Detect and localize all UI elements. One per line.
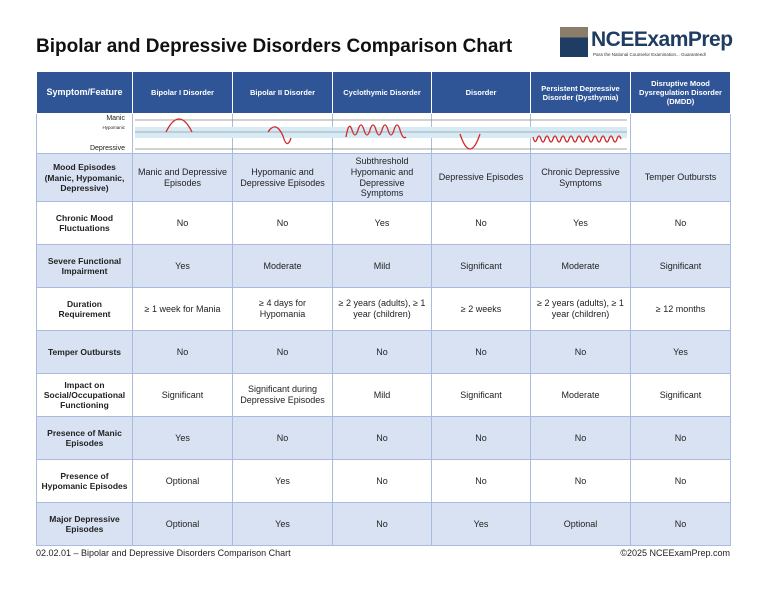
value-cell: ≥ 2 years (adults), ≥ 1 year (children) <box>530 287 631 332</box>
column-header: Disorder <box>431 71 531 114</box>
value-cell: No <box>332 416 432 461</box>
value-cell: Optional <box>132 459 233 504</box>
value-cell: No <box>630 416 731 461</box>
value-cell: No <box>232 416 333 461</box>
value-cell: No <box>530 416 631 461</box>
column-header: Symptom/Feature <box>36 71 133 114</box>
depressive-label: Depressive <box>90 145 125 152</box>
value-cell: Yes <box>530 201 631 246</box>
value-cell: Yes <box>332 201 432 246</box>
column-header: Disruptive Mood Dysregulation Disorder (… <box>630 71 731 114</box>
value-cell: ≥ 2 weeks <box>431 287 531 332</box>
value-cell: Significant <box>630 244 731 289</box>
value-cell: Manic and Depressive Episodes <box>132 152 233 203</box>
value-cell: Significant <box>431 373 531 418</box>
manic-label: Manic <box>106 115 125 122</box>
value-cell: ≥ 4 days for Hypomania <box>232 287 333 332</box>
value-cell: No <box>630 459 731 504</box>
logo-name: NCEExamPrep <box>591 28 733 51</box>
value-cell: Significant during Depressive Episodes <box>232 373 333 418</box>
footer-copyright: ©2025 NCEExamPrep.com <box>620 548 730 558</box>
value-cell: ≥ 2 years (adults), ≥ 1 year (children) <box>332 287 432 332</box>
column-header: Cyclothymic Disorder <box>332 71 432 114</box>
value-cell: Yes <box>132 416 233 461</box>
bipolar2-wave <box>267 126 292 145</box>
page-title: Bipolar and Depressive Disorders Compari… <box>36 36 513 57</box>
footer-title: 02.02.01 – Bipolar and Depressive Disord… <box>36 548 291 558</box>
table-row: Presence of Manic Episodes Yes No No No No No <box>36 416 731 461</box>
value-cell: No <box>530 459 631 504</box>
feature-cell: Chronic Mood Fluctuations <box>36 201 133 246</box>
feature-cell: Presence of Manic Episodes <box>36 416 133 461</box>
feature-cell: Duration Requirement <box>36 287 133 332</box>
dysthymia-wave <box>532 135 622 143</box>
value-cell: Yes <box>232 459 333 504</box>
value-cell: No <box>630 201 731 246</box>
value-cell: Optional <box>530 502 631 547</box>
table-row: Severe Functional Impairment Yes Moderate M… <box>36 244 731 289</box>
column-header: Bipolar II Disorder <box>232 71 333 114</box>
value-cell: Significant <box>630 373 731 418</box>
value-cell: Optional <box>132 502 233 547</box>
table-row: Impact on Social/Occupational Functionin… <box>36 373 731 418</box>
value-cell: Hypomanic and Depressive Episodes <box>232 152 333 203</box>
value-cell: No <box>530 330 631 375</box>
value-cell: No <box>332 330 432 375</box>
value-cell: Mild <box>332 244 432 289</box>
value-cell: Depressive Episodes <box>431 152 531 203</box>
value-cell: Moderate <box>530 373 631 418</box>
feature-cell: Severe Functional Impairment <box>36 244 133 289</box>
column-header: Bipolar I Disorder <box>132 71 233 114</box>
value-cell: ≥ 1 week for Mania <box>132 287 233 332</box>
value-cell: No <box>132 201 233 246</box>
feature-cell: Mood Episodes (Manic, Hypomanic, Depress… <box>36 152 133 203</box>
table-row: Duration Requirement ≥ 1 week for Mania ≥ … <box>36 287 731 332</box>
column-header: Persistent Depressive Disorder (Dysthymi… <box>530 71 631 114</box>
comparison-table: Symptom/Feature Bipolar I Disorder Bipolar… <box>36 71 731 547</box>
cyclothymic-wave <box>345 124 407 139</box>
value-cell: Significant <box>132 373 233 418</box>
value-cell: Significant <box>431 244 531 289</box>
value-cell: No <box>232 330 333 375</box>
logo: NCEExamPrep Pass the National Counselor … <box>560 27 733 61</box>
table-row: Major Depressive Episodes Optional Yes No Ye… <box>36 502 731 547</box>
value-cell: No <box>431 416 531 461</box>
value-cell: ≥ 12 months <box>630 287 731 332</box>
depressive-wave <box>459 133 481 150</box>
value-cell: Subthreshold Hypomanic and Depressive Sy… <box>332 152 432 203</box>
value-cell: Yes <box>630 330 731 375</box>
value-cell: Yes <box>232 502 333 547</box>
feature-cell: Presence of Hypomanic Episodes <box>36 459 133 504</box>
value-cell: Moderate <box>530 244 631 289</box>
hypomanic-label: Hypomanic <box>102 125 125 130</box>
value-cell: Moderate <box>232 244 333 289</box>
bipolar1-wave <box>165 118 193 133</box>
table-row: Temper Outbursts No No No No No Yes <box>36 330 731 375</box>
logo-tagline: Pass the National Counselor Examination.… <box>593 52 707 57</box>
value-cell: No <box>232 201 333 246</box>
value-cell: No <box>630 502 731 547</box>
value-cell: No <box>332 502 432 547</box>
value-cell: No <box>431 459 531 504</box>
value-cell: No <box>332 459 432 504</box>
mood-graph: Manic Hypomanic Depressive <box>90 115 627 152</box>
value-cell: No <box>132 330 233 375</box>
value-cell: Chronic Depressive Symptoms <box>530 152 631 203</box>
table-row: Chronic Mood Fluctuations No No Yes No Yes No <box>36 201 731 246</box>
value-cell: Temper Outbursts <box>630 152 731 203</box>
value-cell: Yes <box>431 502 531 547</box>
value-cell: No <box>431 201 531 246</box>
table-row: Mood Episodes (Manic, Hypomanic, Depress… <box>36 152 731 203</box>
value-cell: Yes <box>132 244 233 289</box>
value-cell: Mild <box>332 373 432 418</box>
value-cell: No <box>431 330 531 375</box>
checkmark-logo-icon <box>560 27 588 57</box>
feature-cell: Major Depressive Episodes <box>36 502 133 547</box>
table-row: Presence of Hypomanic Episodes Optional Ye… <box>36 459 731 504</box>
feature-cell: Impact on Social/Occupational Functionin… <box>36 373 133 418</box>
feature-cell: Temper Outbursts <box>36 330 133 375</box>
